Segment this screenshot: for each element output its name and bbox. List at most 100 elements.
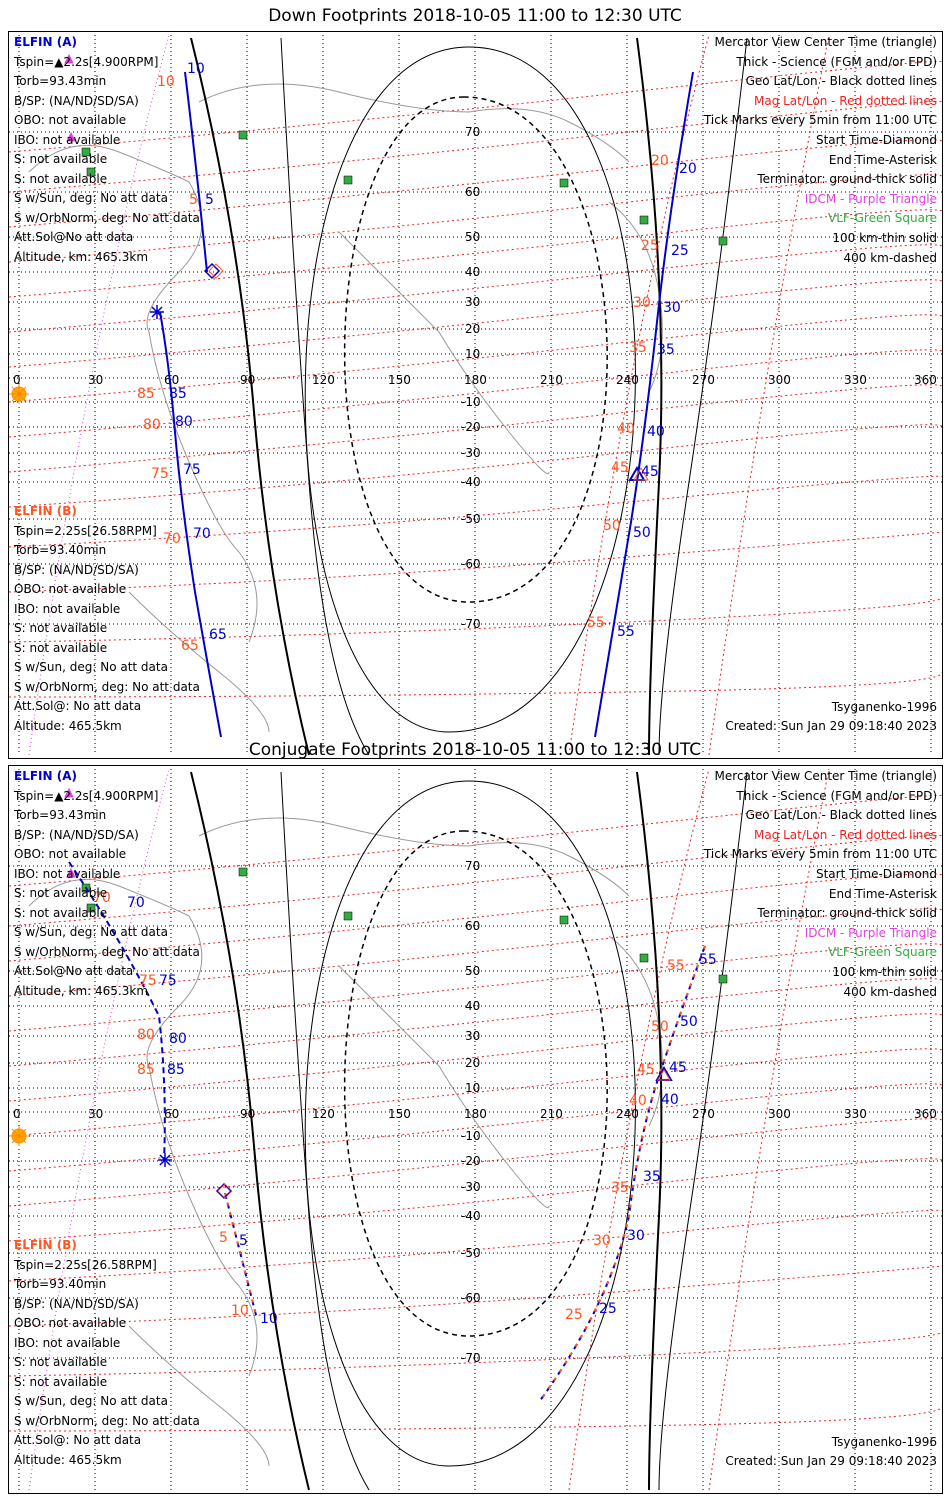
end-asterisk-icon: [150, 305, 164, 319]
svg-text:50: 50: [651, 1019, 669, 1035]
lat-tick: 50: [465, 964, 480, 978]
lat-tick: -40: [461, 475, 481, 489]
created-label: Created: Sun Jan 29 09:18:40 2023: [725, 719, 937, 733]
lon-tick: 150: [388, 373, 411, 387]
svg-text:85: 85: [137, 386, 155, 402]
lat-tick: -10: [461, 395, 481, 409]
lon-tick: 0: [13, 1107, 21, 1121]
svg-text:65: 65: [181, 638, 199, 654]
mag-grid: [9, 768, 942, 1491]
svg-text:45: 45: [637, 1062, 655, 1078]
terminator-curves: [190, 771, 748, 1491]
svg-text:40: 40: [629, 1093, 647, 1109]
panel-title: Down Footprints 2018-10-05 11:00 to 12:3…: [268, 6, 682, 26]
lon-tick: 90: [240, 373, 255, 387]
svg-text:55: 55: [667, 958, 685, 974]
svg-text:55: 55: [617, 624, 635, 640]
tick-labels-b: 70 75 80 85 5 10 55 50 45 40 35 30 25: [93, 890, 685, 1323]
lon-tick: 30: [88, 1107, 103, 1121]
svg-text:70: 70: [93, 890, 111, 906]
lat-tick: 40: [465, 265, 480, 279]
start-diamond-icon: [215, 1182, 233, 1200]
lat-tick: 60: [465, 919, 480, 933]
lon-tick: 360: [914, 1107, 937, 1121]
map-canvas: 0 30 60 90 120 150 180 210 240 270 300 3…: [9, 34, 942, 756]
svg-text:75: 75: [159, 973, 177, 989]
lat-tick: 20: [465, 322, 480, 336]
svg-text:50: 50: [603, 518, 621, 534]
conjugate-footprints-panel: 0 30 60 90 120 150 180 210 240 270 300 3…: [8, 765, 943, 1494]
svg-text:40: 40: [661, 1092, 679, 1108]
svg-text:85: 85: [169, 386, 187, 402]
elfin-b-info: ELFIN (B) Tspin=2.25s[26.58RPM] Torb=93.4…: [14, 504, 200, 733]
elfin-b-track: [208, 263, 649, 481]
lon-tick: 120: [312, 373, 335, 387]
axis-labels: 0 30 60 90 120 150 180 210 240 270 300 3…: [13, 125, 937, 631]
svg-text:55: 55: [699, 952, 717, 968]
vlf-stations: [81, 130, 728, 246]
lat-tick: 20: [465, 1056, 480, 1070]
svg-text:50: 50: [680, 1014, 698, 1030]
panel-title: Conjugate Footprints 2018-10-05 11:00 to…: [248, 740, 702, 760]
lon-tick: 90: [240, 1107, 255, 1121]
lon-tick: 210: [540, 1107, 563, 1121]
elfin-a-track: [150, 71, 694, 738]
lat-tick: -30: [461, 1180, 481, 1194]
lat-tick: 30: [465, 295, 480, 309]
lon-tick: 270: [692, 373, 715, 387]
svg-text:5: 5: [189, 192, 198, 208]
lon-tick: 30: [88, 373, 103, 387]
svg-text:30: 30: [663, 300, 681, 316]
terminator-curves: [190, 37, 748, 756]
axis-labels: 0 30 60 90 120 150 180 210 240 270 300 3…: [13, 859, 937, 1365]
svg-text:80: 80: [169, 1031, 187, 1047]
elfin-b-info: ELFIN (B) Tspin=2.25s[26.58RPM] Torb=93.4…: [14, 1238, 200, 1467]
lon-tick: 60: [164, 373, 179, 387]
lon-tick: 300: [768, 373, 791, 387]
lon-tick: 150: [388, 1107, 411, 1121]
lon-tick: 60: [164, 1107, 179, 1121]
tick-labels-a: 10 5 20 25 30 35 40 45 50 55 65 70 75 80…: [169, 61, 697, 643]
svg-text:30: 30: [627, 1228, 645, 1244]
lat-tick: -10: [461, 1129, 481, 1143]
svg-text:70: 70: [193, 526, 211, 542]
svg-text:80: 80: [175, 414, 193, 430]
tick-labels-b: 10 5 20 25 30 35 40 45 50 55 65 70 75 80…: [137, 74, 669, 654]
lat-tick: 70: [465, 125, 480, 139]
lat-tick: -70: [461, 1351, 481, 1365]
lon-tick: 330: [844, 1107, 867, 1121]
lon-tick: 120: [312, 1107, 335, 1121]
svg-text:70: 70: [163, 531, 181, 547]
lat-tick: -60: [461, 1291, 481, 1305]
lon-tick: 240: [616, 1107, 639, 1121]
svg-text:35: 35: [643, 1169, 661, 1185]
sun-icon: [9, 1126, 29, 1146]
lon-tick: 180: [464, 373, 487, 387]
lat-tick: -50: [461, 512, 481, 526]
lon-tick: 360: [914, 373, 937, 387]
lon-tick: 0: [13, 373, 21, 387]
svg-text:25: 25: [599, 1301, 617, 1317]
svg-text:10: 10: [260, 1311, 278, 1327]
svg-text:25: 25: [565, 1307, 583, 1323]
svg-text:40: 40: [647, 424, 665, 440]
svg-text:35: 35: [611, 1180, 629, 1196]
created-label: Created: Sun Jan 29 09:18:40 2023: [725, 1454, 937, 1468]
svg-text:50: 50: [633, 525, 651, 541]
lat-tick: -20: [461, 1154, 481, 1168]
map-canvas: 0 30 60 90 120 150 180 210 240 270 300 3…: [9, 768, 942, 1491]
tick-labels-a: 70 75 80 85 5 10 55 50 45 40 35 30 25: [127, 895, 717, 1327]
svg-text:20: 20: [651, 153, 669, 169]
svg-text:75: 75: [183, 462, 201, 478]
lon-tick: 180: [464, 1107, 487, 1121]
coastlines: [28, 817, 663, 1467]
idcm-markers: [64, 787, 76, 878]
svg-text:75: 75: [139, 973, 157, 989]
svg-text:55: 55: [587, 615, 605, 631]
lat-tick: -30: [461, 446, 481, 460]
svg-text:80: 80: [137, 1027, 155, 1043]
sun-icon: [9, 384, 29, 404]
lon-tick: 270: [692, 1107, 715, 1121]
lat-tick: -50: [461, 1246, 481, 1260]
lon-tick: 210: [540, 373, 563, 387]
